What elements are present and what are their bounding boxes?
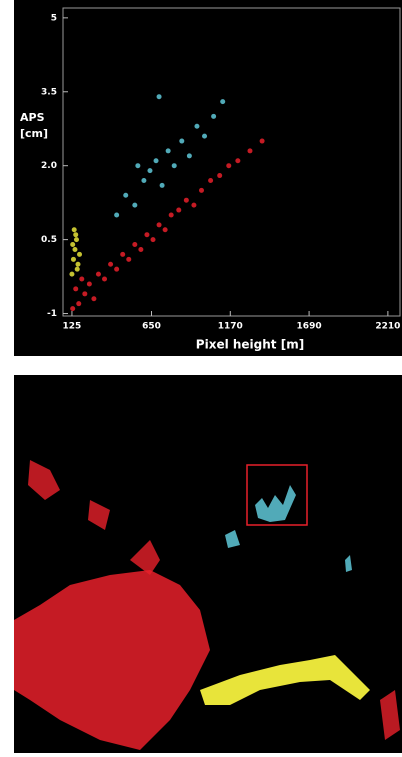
x-tick-label: 125 bbox=[63, 322, 82, 332]
plot-frame bbox=[62, 7, 401, 317]
point bbox=[176, 207, 182, 213]
point bbox=[74, 266, 80, 272]
point bbox=[141, 177, 147, 183]
point bbox=[226, 163, 232, 169]
region-yellow bbox=[200, 655, 370, 705]
point bbox=[76, 301, 82, 307]
point bbox=[259, 138, 265, 144]
point bbox=[108, 261, 114, 267]
x-tick-label: 1690 bbox=[297, 322, 322, 332]
point bbox=[198, 187, 204, 193]
point bbox=[79, 276, 85, 282]
point bbox=[114, 266, 120, 272]
point bbox=[73, 232, 79, 238]
point bbox=[168, 212, 174, 218]
y-tick-label: 0.5 bbox=[41, 235, 57, 245]
point bbox=[126, 256, 132, 262]
point bbox=[147, 168, 153, 174]
point bbox=[159, 182, 165, 188]
point bbox=[82, 291, 88, 297]
point bbox=[91, 296, 97, 302]
y-tick-label: 3.5 bbox=[41, 87, 57, 97]
point bbox=[171, 163, 177, 169]
point bbox=[77, 251, 83, 257]
point bbox=[132, 202, 138, 208]
point bbox=[86, 281, 92, 287]
point bbox=[183, 197, 189, 203]
point bbox=[150, 237, 156, 243]
point bbox=[235, 158, 241, 164]
point bbox=[73, 237, 79, 243]
point bbox=[102, 276, 108, 282]
point bbox=[162, 227, 168, 233]
region-red bbox=[14, 570, 210, 750]
point bbox=[69, 271, 75, 277]
point bbox=[70, 256, 76, 262]
point bbox=[72, 246, 78, 252]
x-tick-label: 2210 bbox=[375, 322, 400, 332]
point bbox=[247, 148, 253, 154]
highlight-box bbox=[246, 464, 308, 526]
y-axis-label: APS bbox=[20, 111, 45, 124]
point bbox=[138, 246, 144, 252]
y-tick-label: 5 bbox=[51, 13, 57, 23]
x-tick-label: 1170 bbox=[218, 322, 243, 332]
point bbox=[156, 94, 162, 100]
point bbox=[120, 251, 126, 257]
y-tick-label: 2.0 bbox=[41, 161, 57, 171]
point bbox=[165, 148, 171, 154]
point bbox=[156, 222, 162, 228]
x-tick-label: 650 bbox=[142, 322, 161, 332]
point bbox=[194, 123, 200, 129]
point bbox=[179, 138, 185, 144]
x-axis-label: Pixel height [m] bbox=[196, 338, 304, 352]
point bbox=[70, 306, 76, 312]
y-axis-label: [cm] bbox=[20, 127, 48, 140]
point bbox=[220, 99, 226, 105]
y-tick-label: -1 bbox=[47, 309, 57, 319]
point bbox=[71, 227, 77, 233]
point bbox=[75, 261, 81, 267]
scatter-panel bbox=[14, 0, 402, 356]
region-cyan bbox=[225, 485, 352, 572]
point bbox=[191, 202, 197, 208]
point bbox=[114, 212, 120, 218]
point bbox=[144, 232, 150, 238]
point bbox=[135, 163, 141, 169]
point bbox=[211, 113, 217, 119]
point bbox=[123, 192, 129, 198]
point bbox=[95, 271, 101, 277]
point bbox=[186, 153, 192, 159]
point bbox=[208, 177, 214, 183]
point bbox=[132, 242, 138, 248]
map-panel bbox=[14, 375, 402, 753]
point bbox=[153, 158, 159, 164]
point bbox=[70, 242, 76, 248]
point bbox=[73, 286, 79, 292]
point bbox=[202, 133, 208, 139]
point bbox=[217, 173, 223, 179]
